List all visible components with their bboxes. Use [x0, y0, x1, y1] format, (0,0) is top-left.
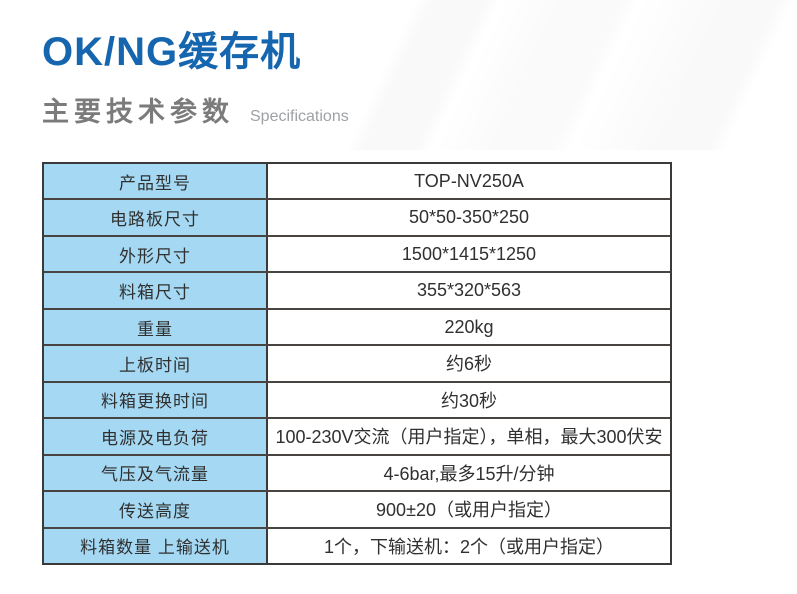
spec-value-cell: 220kg: [268, 309, 670, 345]
spec-label-cell: 电源及电负荷: [44, 419, 268, 454]
section-header: 主要技术参数 Specifications: [42, 90, 349, 129]
spec-label-cell: 上板时间: [44, 346, 268, 381]
section-title: 主要技术参数: [42, 97, 234, 127]
table-row: 上板时间 约6秒: [44, 344, 670, 381]
spec-label-cell: 料箱数量 上输送机: [44, 528, 268, 563]
spec-label-cell: 料箱更换时间: [44, 382, 268, 418]
spec-value-cell: 1500*1415*1250: [268, 236, 670, 272]
spec-value-cell: TOP-NV250A: [268, 164, 670, 199]
spec-label-cell: 外形尺寸: [44, 236, 268, 272]
table-row: 料箱尺寸 355*320*563: [44, 271, 670, 308]
table-row: 料箱更换时间 约30秒: [44, 380, 670, 418]
table-row: 气压及气流量 4-6bar,最多15升/分钟: [44, 453, 670, 491]
spec-value-cell: 1个，下输送机：2个（或用户指定）: [268, 528, 670, 563]
spec-value-cell: 100-230V交流（用户指定），单相，最大300伏安: [268, 419, 670, 454]
spec-label-cell: 料箱尺寸: [44, 273, 268, 308]
table-row: 外形尺寸 1500*1415*1250: [44, 234, 670, 272]
spec-value-cell: 约30秒: [268, 382, 670, 418]
spec-value-cell: 4-6bar,最多15升/分钟: [268, 455, 670, 491]
spec-label-cell: 产品型号: [44, 164, 268, 199]
table-row: 产品型号 TOP-NV250A: [44, 164, 670, 199]
spec-label-cell: 电路板尺寸: [44, 200, 268, 235]
table-row: 电路板尺寸 50*50-350*250: [44, 198, 670, 235]
spec-label-cell: 气压及气流量: [44, 455, 268, 491]
spec-value-cell: 900±20（或用户指定）: [268, 492, 670, 527]
table-row: 传送高度 900±20（或用户指定）: [44, 490, 670, 527]
table-row: 重量 220kg: [44, 307, 670, 345]
section-subtitle: Specifications: [250, 108, 349, 125]
spec-value-cell: 355*320*563: [268, 273, 670, 308]
spec-label-cell: 重量: [44, 309, 268, 345]
header: OK/NG缓存机: [42, 28, 301, 76]
spec-value-cell: 50*50-350*250: [268, 200, 670, 235]
table-row: 料箱数量 上输送机 1个，下输送机：2个（或用户指定）: [44, 526, 670, 563]
spec-table: 产品型号 TOP-NV250A 电路板尺寸 50*50-350*250 外形尺寸…: [42, 162, 672, 565]
spec-value-cell: 约6秒: [268, 346, 670, 381]
table-row: 电源及电负荷 100-230V交流（用户指定），单相，最大300伏安: [44, 417, 670, 454]
page-title: OK/NG缓存机: [42, 30, 302, 74]
spec-label-cell: 传送高度: [44, 492, 268, 527]
